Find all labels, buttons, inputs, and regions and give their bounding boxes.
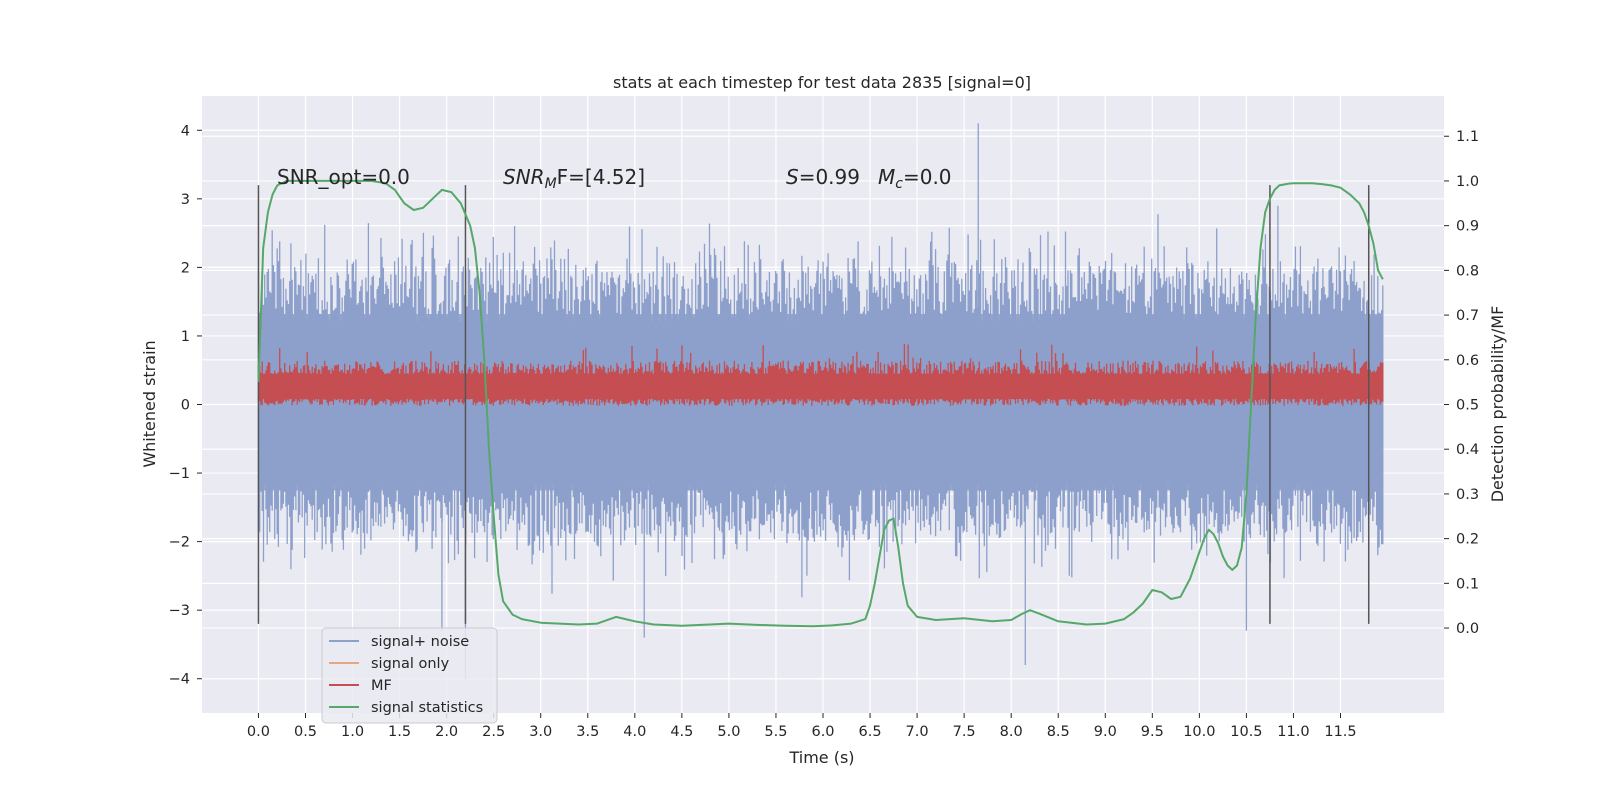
y2-tick-labels: 1.1 1.0 0.9 0.8 0.7 0.6 0.5 0.4 0.3 0.2 0.1 0.0 bbox=[1444, 129, 1479, 637]
mc-value: =0.0 bbox=[903, 165, 952, 189]
x-tick-label: 11.0 bbox=[1277, 724, 1309, 740]
chart-title: stats at each timestep for test data 283… bbox=[613, 73, 1031, 92]
y2-tick-label: 1.1 bbox=[1456, 129, 1479, 145]
x-tick-label: 5.5 bbox=[764, 724, 787, 740]
y2-tick-label: 0.3 bbox=[1456, 487, 1479, 503]
x-tick-label: 3.0 bbox=[529, 724, 552, 740]
y2-tick-label: 1.0 bbox=[1456, 174, 1479, 190]
x-tick-label: 7.0 bbox=[906, 724, 929, 740]
legend: signal+ noise signal only MF signal stat… bbox=[321, 627, 498, 724]
x-axis-label: Time (s) bbox=[788, 748, 854, 767]
y-tick-label: −1 bbox=[169, 466, 190, 482]
snr-mf-tail: F=[4.52] bbox=[557, 165, 645, 189]
y-tick-label: 2 bbox=[181, 260, 190, 276]
y2-tick-label: 0.2 bbox=[1456, 532, 1479, 548]
y2-tick-label: 0.4 bbox=[1456, 442, 1479, 458]
x-tick-label: 0.5 bbox=[294, 724, 317, 740]
annotation-snr-opt: SNR_opt=0.0 bbox=[277, 165, 410, 189]
x-tick-label: 8.5 bbox=[1047, 724, 1070, 740]
x-tick-label: 5.0 bbox=[717, 724, 740, 740]
y-tick-label: −2 bbox=[169, 535, 190, 551]
legend-box bbox=[321, 627, 498, 724]
x-tick-label: 0.0 bbox=[247, 724, 270, 740]
legend-label-mf: MF bbox=[371, 678, 392, 694]
x-tick-label: 6.0 bbox=[811, 724, 834, 740]
x-tick-label: 9.5 bbox=[1141, 724, 1164, 740]
x-tick-label: 4.0 bbox=[623, 724, 646, 740]
x-tick-label: 10.5 bbox=[1230, 724, 1262, 740]
x-tick-label: 1.0 bbox=[341, 724, 364, 740]
y2-tick-label: 0.1 bbox=[1456, 576, 1479, 592]
y2-axis-label: Detection probability/MF bbox=[1488, 306, 1507, 503]
legend-label-signal-only: signal only bbox=[371, 656, 450, 672]
legend-label-signal-statistics: signal statistics bbox=[371, 700, 483, 716]
annotation-snr-mf: SNRMF=[4.52] bbox=[503, 165, 645, 192]
x-tick-label: 8.0 bbox=[1000, 724, 1023, 740]
y2-tick-label: 0.9 bbox=[1456, 219, 1479, 235]
x-tick-label: 10.0 bbox=[1183, 724, 1215, 740]
series-mf bbox=[257, 343, 1384, 406]
x-tick-label: 2.0 bbox=[435, 724, 458, 740]
s-value: =0.99 bbox=[799, 165, 860, 189]
signal-statistics-line bbox=[257, 179, 1384, 628]
y2-tick-label: 0.8 bbox=[1456, 263, 1479, 279]
snr-mf-name: SNR bbox=[503, 165, 545, 189]
mc-sub: c bbox=[895, 176, 903, 192]
annotation-s-mc: S=0.99 Mc=0.0 bbox=[786, 165, 952, 192]
y-axis-label: Whitened strain bbox=[140, 340, 159, 467]
y-tick-label: 3 bbox=[181, 192, 190, 208]
mc-name: M bbox=[878, 165, 895, 189]
x-tick-label: 11.5 bbox=[1324, 724, 1356, 740]
y-tick-label: 0 bbox=[181, 398, 190, 414]
y-tick-label: −4 bbox=[169, 672, 190, 688]
x-tick-label: 6.5 bbox=[859, 724, 882, 740]
vertical-markers bbox=[257, 185, 1370, 624]
x-tick-label: 3.5 bbox=[576, 724, 599, 740]
legend-label-signal-noise: signal+ noise bbox=[371, 634, 469, 650]
y2-tick-label: 0.7 bbox=[1456, 308, 1479, 324]
y-tick-label: 1 bbox=[181, 329, 190, 345]
x-tick-label: 4.5 bbox=[670, 724, 693, 740]
y-tick-labels: 4 3 2 1 0 −1 −2 −3 −4 bbox=[169, 123, 202, 688]
y2-tick-label: 0.6 bbox=[1456, 353, 1479, 369]
y2-tick-label: 0.0 bbox=[1456, 621, 1479, 637]
x-tick-label: 7.5 bbox=[953, 724, 976, 740]
s-name: S bbox=[786, 165, 799, 189]
x-tick-label: 1.5 bbox=[388, 724, 411, 740]
y-tick-label: 4 bbox=[181, 123, 190, 139]
x-tick-label: 9.0 bbox=[1094, 724, 1117, 740]
x-tick-labels: 0.0 0.5 1.0 1.5 2.0 2.5 3.0 3.5 4.0 4.5 5.0 5.5 6.0 6… bbox=[247, 713, 1357, 740]
y-tick-label: −3 bbox=[169, 603, 190, 619]
snr-mf-sub: M bbox=[545, 176, 557, 192]
series-signal-noise bbox=[257, 123, 1384, 679]
series-signal-statistics bbox=[257, 179, 1384, 628]
y2-tick-label: 0.5 bbox=[1456, 398, 1479, 414]
x-tick-label: 2.5 bbox=[482, 724, 505, 740]
